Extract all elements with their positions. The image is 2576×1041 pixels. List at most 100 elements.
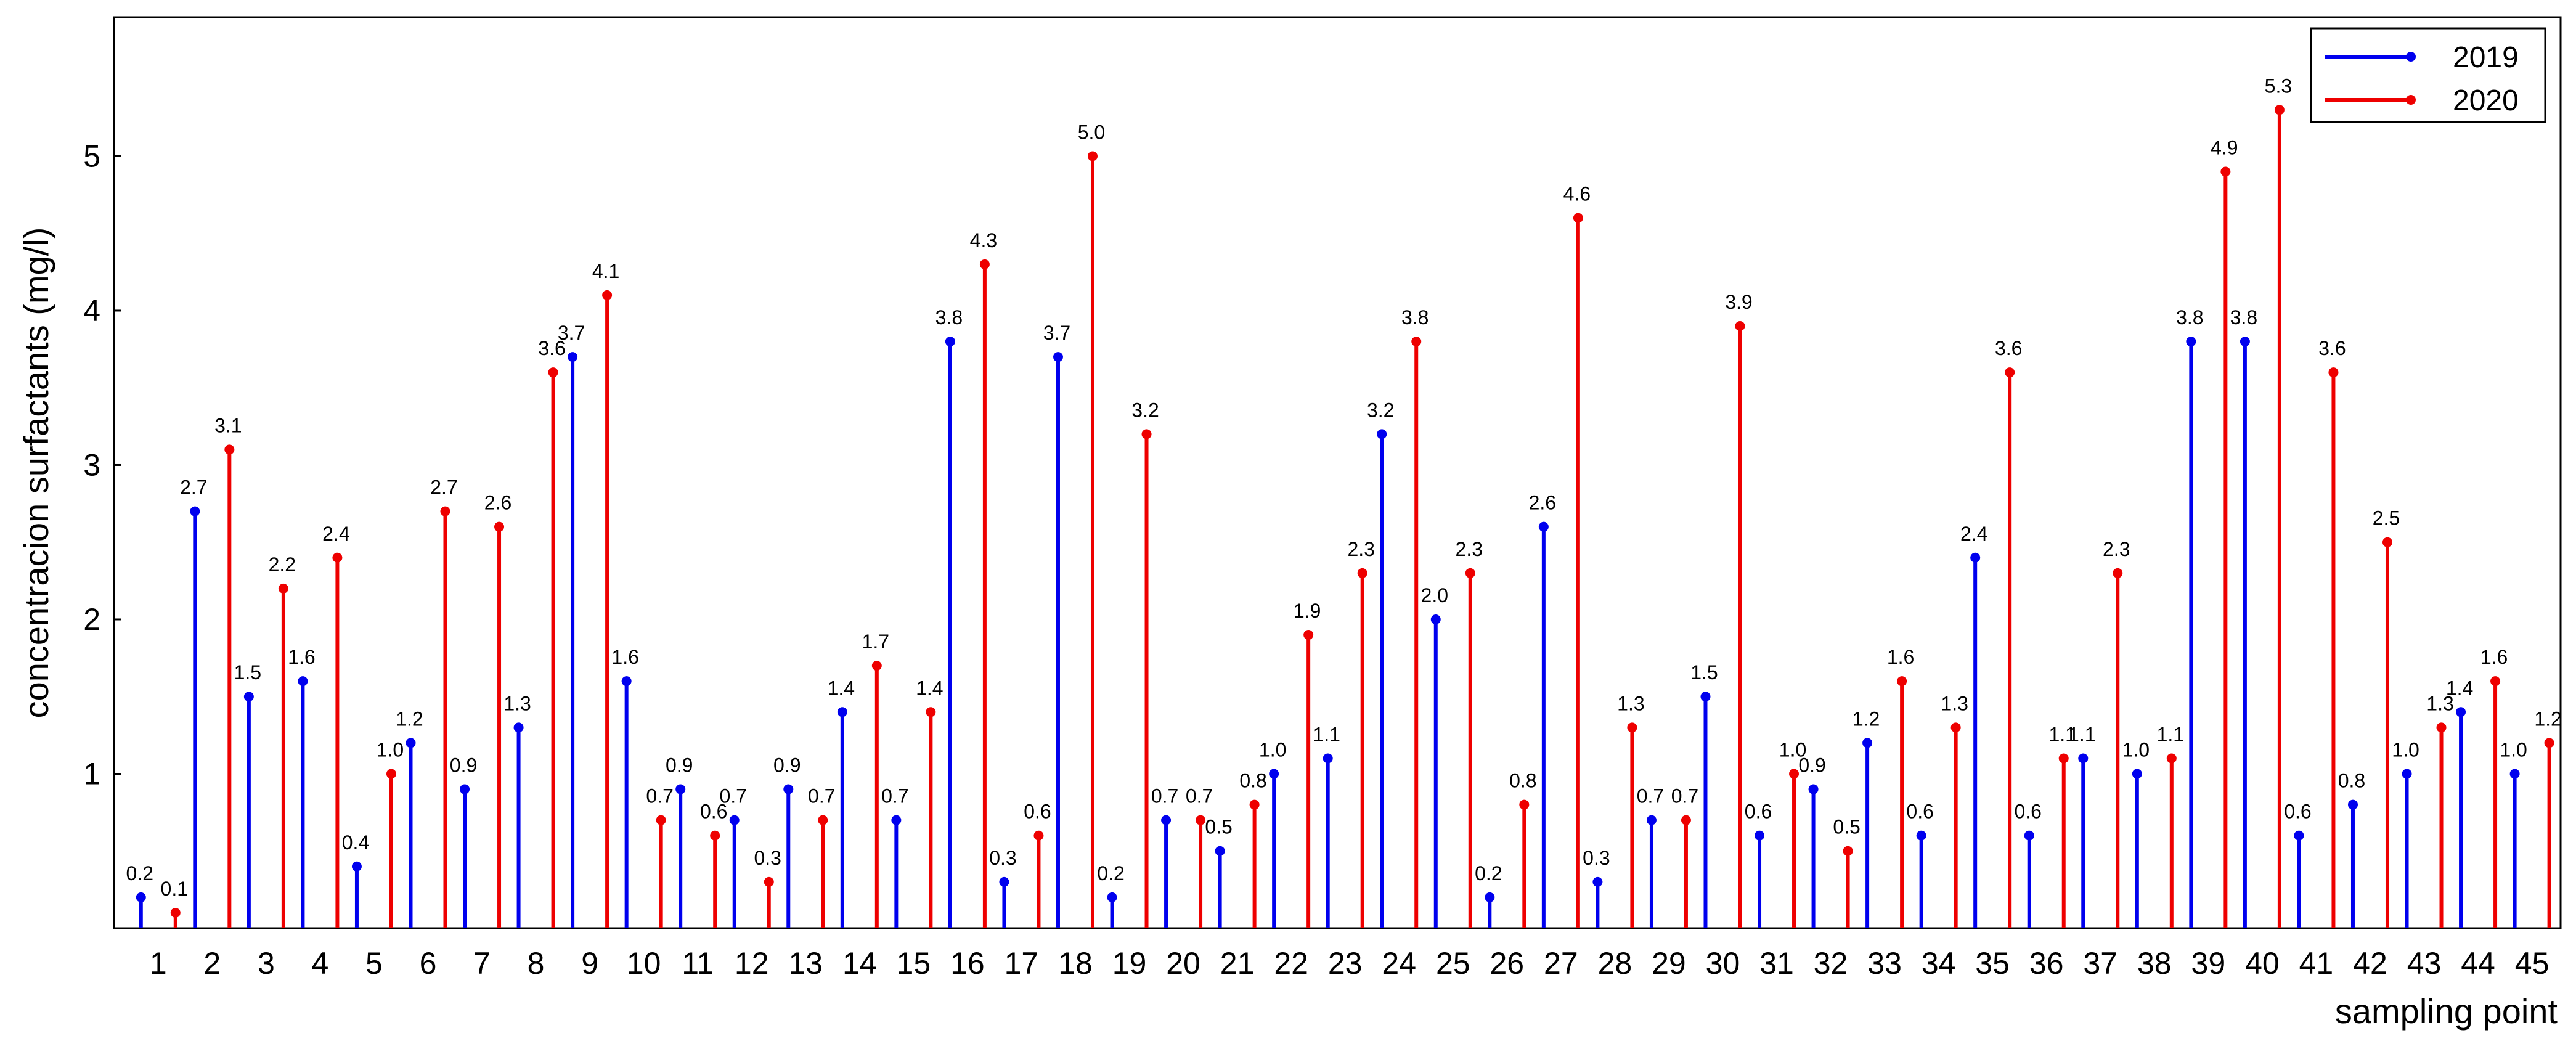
data-label-2020: 1.3	[1941, 692, 1968, 714]
stem-marker-2020	[656, 815, 666, 825]
data-label-2020: 4.6	[1563, 183, 1591, 205]
x-tick-label: 38	[2137, 946, 2172, 981]
data-label-2020: 2.6	[484, 492, 512, 514]
stem-marker-2020	[871, 661, 882, 671]
stem-marker-2020	[979, 259, 990, 269]
data-label-2019: 1.2	[396, 708, 423, 730]
x-tick-label: 10	[627, 946, 661, 981]
stem-marker-2020	[2058, 753, 2069, 764]
data-label-2019: 1.1	[2068, 723, 2095, 745]
x-tick-label: 43	[2407, 946, 2442, 981]
stem-marker-2019	[1646, 815, 1657, 825]
stem-marker-2020	[1357, 568, 1367, 578]
stem-marker-2020	[764, 876, 774, 887]
stem-marker-2019	[1430, 614, 1441, 624]
data-label-2020: 1.4	[916, 677, 943, 699]
data-label-2019: 0.3	[989, 847, 1016, 869]
x-tick-label: 25	[1436, 946, 1470, 981]
data-label-2019: 0.4	[342, 831, 369, 854]
x-tick-label: 37	[2083, 946, 2117, 981]
x-tick-label: 22	[1274, 946, 1308, 981]
stems-layer: 0.22.71.51.60.41.20.91.33.71.60.90.70.91…	[126, 75, 2562, 928]
data-label-2019: 0.6	[1745, 801, 1772, 823]
stem-marker-2019	[1107, 892, 1117, 902]
data-label-2019: 0.9	[773, 754, 801, 777]
stem-marker-2019	[783, 784, 794, 794]
data-label-2020: 1.9	[1294, 600, 1321, 622]
data-label-2020: 4.1	[592, 260, 619, 282]
legend: 2019 2020	[2310, 27, 2546, 123]
stem-marker-2020	[2382, 537, 2392, 547]
x-tick-label: 11	[682, 946, 714, 981]
stem-marker-2019	[1053, 352, 1063, 362]
data-label-2020: 1.6	[2480, 646, 2508, 668]
stem-marker-2019	[2240, 337, 2250, 347]
stem-marker-2020	[2274, 105, 2285, 115]
data-label-2020: 0.6	[700, 801, 727, 823]
data-label-2019: 1.0	[2122, 738, 2150, 761]
x-tick-label: 16	[950, 946, 985, 981]
stem-marker-2020	[386, 769, 396, 779]
stem-marker-2020	[1573, 213, 1583, 223]
data-label-2020: 2.2	[269, 553, 296, 576]
stem-marker-2020	[1519, 799, 1530, 810]
x-tick-label: 42	[2353, 946, 2387, 981]
stem-marker-2020	[1950, 722, 1961, 733]
data-label-2020: 2.3	[1347, 538, 1374, 560]
data-label-2019: 0.9	[666, 754, 693, 777]
data-label-2020: 0.7	[646, 785, 673, 807]
data-label-2019: 2.0	[1421, 584, 1448, 606]
data-label-2020: 0.8	[1239, 770, 1266, 792]
data-label-2019: 0.5	[1205, 816, 1232, 838]
x-tick-label: 7	[473, 946, 491, 981]
stem-marker-2019	[460, 784, 470, 794]
stem-marker-2019	[1970, 552, 1981, 563]
data-label-2020: 3.9	[1725, 291, 1752, 313]
legend-marker-2019	[2406, 52, 2416, 62]
stem-marker-2019	[2509, 769, 2520, 779]
data-label-2019: 0.7	[719, 785, 746, 807]
stem-marker-2020	[224, 444, 235, 455]
x-tick-label: 39	[2191, 946, 2226, 981]
stem-marker-2020	[1249, 799, 1260, 810]
data-label-2020: 3.6	[1995, 337, 2022, 359]
stem-marker-2020	[818, 815, 828, 825]
data-label-2019: 1.0	[1259, 738, 1286, 761]
x-tick-label: 15	[897, 946, 931, 981]
stem-marker-2020	[1681, 815, 1691, 825]
x-tick-label: 26	[1490, 946, 1525, 981]
stem-marker-2020	[1465, 568, 1475, 578]
stem-marker-2019	[351, 861, 362, 872]
stem-marker-2020	[1087, 151, 1098, 161]
x-tick-label: 34	[1922, 946, 1956, 981]
data-label-2019: 0.2	[126, 862, 153, 884]
stem-marker-2020	[1141, 429, 1152, 439]
stem-marker-2020	[1411, 337, 1422, 347]
stem-marker-2019	[729, 815, 740, 825]
x-tick-label: 28	[1598, 946, 1632, 981]
stem-marker-2019	[1377, 429, 1387, 439]
data-label-2019: 0.7	[1637, 785, 1664, 807]
data-label-2020: 3.6	[2318, 337, 2346, 359]
data-label-2019: 2.6	[1529, 492, 1556, 514]
x-tick-label: 5	[365, 946, 383, 981]
stem-marker-2019	[1269, 769, 1279, 779]
stem-marker-2019	[1862, 738, 1873, 748]
stem-marker-2019	[190, 506, 200, 516]
stem-marker-2020	[1196, 815, 1206, 825]
stem-marker-2020	[602, 290, 613, 300]
x-axis-label: sampling point	[2335, 992, 2558, 1031]
stem-marker-2020	[2490, 676, 2501, 687]
legend-label-2020: 2020	[2453, 84, 2519, 117]
data-label-2020: 2.5	[2373, 507, 2400, 529]
data-label-2020: 0.8	[1509, 770, 1536, 792]
legend-box	[2310, 27, 2546, 123]
stem-marker-2020	[2005, 367, 2015, 378]
data-label-2020: 1.0	[1779, 738, 1806, 761]
data-label-2020: 1.1	[2048, 723, 2076, 745]
data-label-2020: 3.8	[1401, 306, 1429, 329]
data-label-2020: 0.7	[1671, 785, 1698, 807]
stem-marker-2019	[675, 784, 686, 794]
